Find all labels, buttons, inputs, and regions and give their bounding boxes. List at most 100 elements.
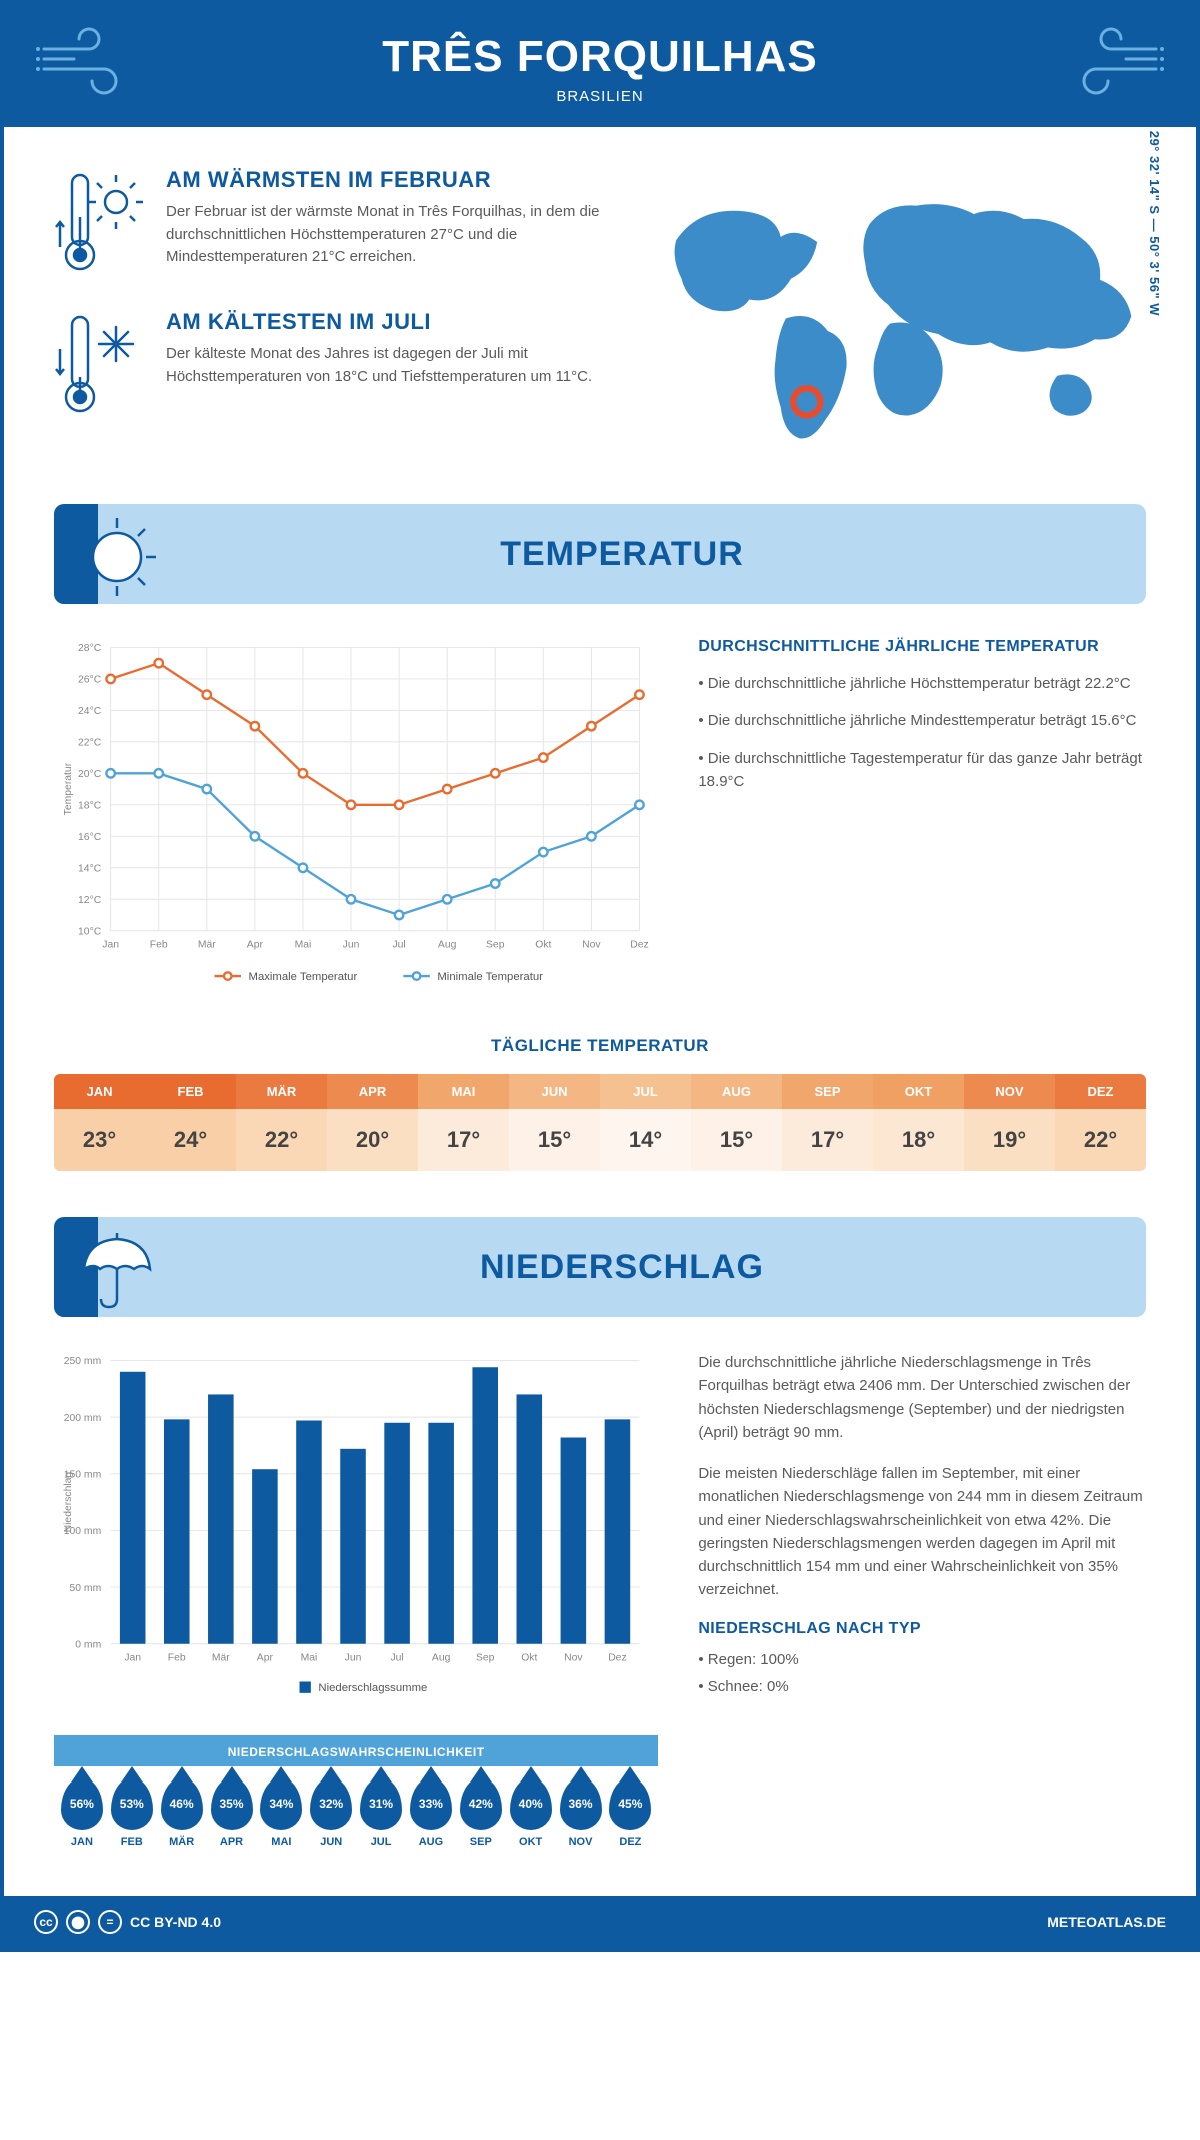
- svg-text:Jun: Jun: [343, 940, 360, 951]
- temp-table-cell: AUG 15°: [691, 1074, 782, 1171]
- svg-text:250 mm: 250 mm: [64, 1356, 101, 1367]
- precipitation-bar-chart: 0 mm50 mm100 mm150 mm200 mm250 mmJanFebM…: [54, 1351, 658, 1710]
- svg-text:10°C: 10°C: [78, 927, 102, 938]
- svg-text:Mai: Mai: [295, 940, 312, 951]
- temp-table-cell: DEZ 22°: [1055, 1074, 1146, 1171]
- prob-drop: 53%FEB: [108, 1778, 156, 1848]
- temp-table-cell: MÄR 22°: [236, 1074, 327, 1171]
- temperature-line-chart: 10°C12°C14°C16°C18°C20°C22°C24°C26°C28°C…: [54, 638, 658, 997]
- precip-probability-box: NIEDERSCHLAGSWAHRSCHEINLICHKEIT 56%JAN53…: [54, 1735, 658, 1856]
- fact-coldest: AM KÄLTESTEN IM JULI Der kälteste Monat …: [54, 309, 605, 419]
- svg-text:Niederschlagssumme: Niederschlagssumme: [318, 1682, 427, 1694]
- svg-text:Jan: Jan: [124, 1653, 141, 1664]
- umbrella-icon: [72, 1225, 162, 1315]
- page-subtitle: BRASILIEN: [24, 88, 1176, 105]
- wind-icon: [1046, 24, 1166, 104]
- svg-text:Mär: Mär: [212, 1653, 230, 1664]
- svg-text:Apr: Apr: [257, 1653, 274, 1664]
- wind-icon: [34, 24, 154, 104]
- svg-text:Aug: Aug: [432, 1653, 451, 1664]
- svg-text:Sep: Sep: [476, 1653, 495, 1664]
- thermometer-snow-icon: [54, 309, 144, 419]
- temp-info-heading: DURCHSCHNITTLICHE JÄHRLICHE TEMPERATUR: [698, 638, 1146, 656]
- precip-p2: Die meisten Niederschläge fallen im Sept…: [698, 1462, 1146, 1602]
- header: TRÊS FORQUILHAS BRASILIEN: [4, 4, 1196, 127]
- cc-icon: cc: [34, 1910, 58, 1934]
- svg-text:Minimale Temperatur: Minimale Temperatur: [437, 971, 543, 983]
- svg-text:Apr: Apr: [247, 940, 264, 951]
- temp-table-cell: JUL 14°: [600, 1074, 691, 1171]
- svg-text:20°C: 20°C: [78, 769, 102, 780]
- temp-info-p1: • Die durchschnittliche jährliche Höchst…: [698, 672, 1146, 695]
- footer: cc ⬤ = CC BY-ND 4.0 METEOATLAS.DE: [4, 1896, 1196, 1948]
- svg-text:Feb: Feb: [150, 940, 168, 951]
- svg-text:28°C: 28°C: [78, 643, 102, 654]
- svg-text:Temperatur: Temperatur: [63, 763, 74, 816]
- thermometer-sun-icon: [54, 167, 144, 277]
- site-name: METEOATLAS.DE: [1047, 1914, 1166, 1930]
- prob-drop: 34%MAI: [257, 1778, 305, 1848]
- license-text: CC BY-ND 4.0: [130, 1914, 221, 1930]
- prob-drop: 42%SEP: [457, 1778, 505, 1848]
- temp-table-cell: JUN 15°: [509, 1074, 600, 1171]
- temp-table-cell: SEP 17°: [782, 1074, 873, 1171]
- temp-table-cell: FEB 24°: [145, 1074, 236, 1171]
- svg-text:Dez: Dez: [608, 1653, 626, 1664]
- precip-type-1: • Regen: 100%: [698, 1648, 1146, 1671]
- temp-table-cell: MAI 17°: [418, 1074, 509, 1171]
- svg-text:Jul: Jul: [390, 1653, 403, 1664]
- svg-text:14°C: 14°C: [78, 864, 102, 875]
- fact-warmest-body: Der Februar ist der wärmste Monat in Trê…: [166, 201, 605, 269]
- world-map: 29° 32' 14" S — 50° 3' 56" W RIO GRANDE …: [645, 167, 1146, 464]
- precip-type-2: • Schnee: 0%: [698, 1675, 1146, 1698]
- temp-table-cell: JAN 23°: [54, 1074, 145, 1171]
- prob-drop: 40%OKT: [507, 1778, 555, 1848]
- prob-heading: NIEDERSCHLAGSWAHRSCHEINLICHKEIT: [54, 1738, 658, 1766]
- svg-text:Okt: Okt: [521, 1653, 537, 1664]
- svg-text:Nov: Nov: [582, 940, 601, 951]
- section-header-temperature: TEMPERATUR: [54, 504, 1146, 604]
- svg-text:Jan: Jan: [102, 940, 119, 951]
- temp-info-p2: • Die durchschnittliche jährliche Mindes…: [698, 709, 1146, 732]
- svg-text:18°C: 18°C: [78, 801, 102, 812]
- svg-text:24°C: 24°C: [78, 706, 102, 717]
- section-header-precip: NIEDERSCHLAG: [54, 1217, 1146, 1317]
- nd-icon: =: [98, 1910, 122, 1934]
- fact-coldest-body: Der kälteste Monat des Jahres ist dagege…: [166, 343, 605, 388]
- svg-text:Aug: Aug: [438, 940, 457, 951]
- precip-type-heading: NIEDERSCHLAG NACH TYP: [698, 1620, 1146, 1638]
- prob-drop: 45%DEZ: [606, 1778, 654, 1848]
- temp-table-cell: APR 20°: [327, 1074, 418, 1171]
- svg-text:200 mm: 200 mm: [64, 1413, 101, 1424]
- svg-text:Dez: Dez: [630, 940, 648, 951]
- svg-text:Maximale Temperatur: Maximale Temperatur: [249, 971, 358, 983]
- svg-text:Jul: Jul: [392, 940, 405, 951]
- sun-icon: [72, 512, 162, 602]
- prob-drop: 31%JUL: [357, 1778, 405, 1848]
- temp-info-p3: • Die durchschnittliche Tagestemperatur …: [698, 747, 1146, 794]
- svg-text:50 mm: 50 mm: [69, 1583, 101, 1594]
- svg-text:Niederschlag: Niederschlag: [63, 1472, 74, 1533]
- svg-text:22°C: 22°C: [78, 738, 102, 749]
- prob-drop: 32%JUN: [307, 1778, 355, 1848]
- prob-drop: 46%MÄR: [158, 1778, 206, 1848]
- svg-text:0 mm: 0 mm: [75, 1640, 101, 1651]
- daily-temp-table: JAN 23°FEB 24°MÄR 22°APR 20°MAI 17°JUN 1…: [54, 1074, 1146, 1171]
- svg-text:16°C: 16°C: [78, 832, 102, 843]
- fact-warmest-title: AM WÄRMSTEN IM FEBRUAR: [166, 167, 605, 193]
- by-icon: ⬤: [66, 1910, 90, 1934]
- section-title: NIEDERSCHLAG: [98, 1248, 1146, 1287]
- section-title: TEMPERATUR: [98, 535, 1146, 574]
- svg-text:Feb: Feb: [168, 1653, 186, 1664]
- prob-drop: 33%AUG: [407, 1778, 455, 1848]
- coords-text: 29° 32' 14" S — 50° 3' 56" W: [1147, 130, 1162, 315]
- page-title: TRÊS FORQUILHAS: [24, 32, 1176, 82]
- svg-text:Sep: Sep: [486, 940, 505, 951]
- temp-table-cell: OKT 18°: [873, 1074, 964, 1171]
- svg-text:Mai: Mai: [301, 1653, 318, 1664]
- daily-temp-heading: TÄGLICHE TEMPERATUR: [54, 1036, 1146, 1056]
- svg-text:12°C: 12°C: [78, 895, 102, 906]
- svg-text:Mär: Mär: [198, 940, 216, 951]
- svg-text:Nov: Nov: [564, 1653, 583, 1664]
- prob-drop: 36%NOV: [557, 1778, 605, 1848]
